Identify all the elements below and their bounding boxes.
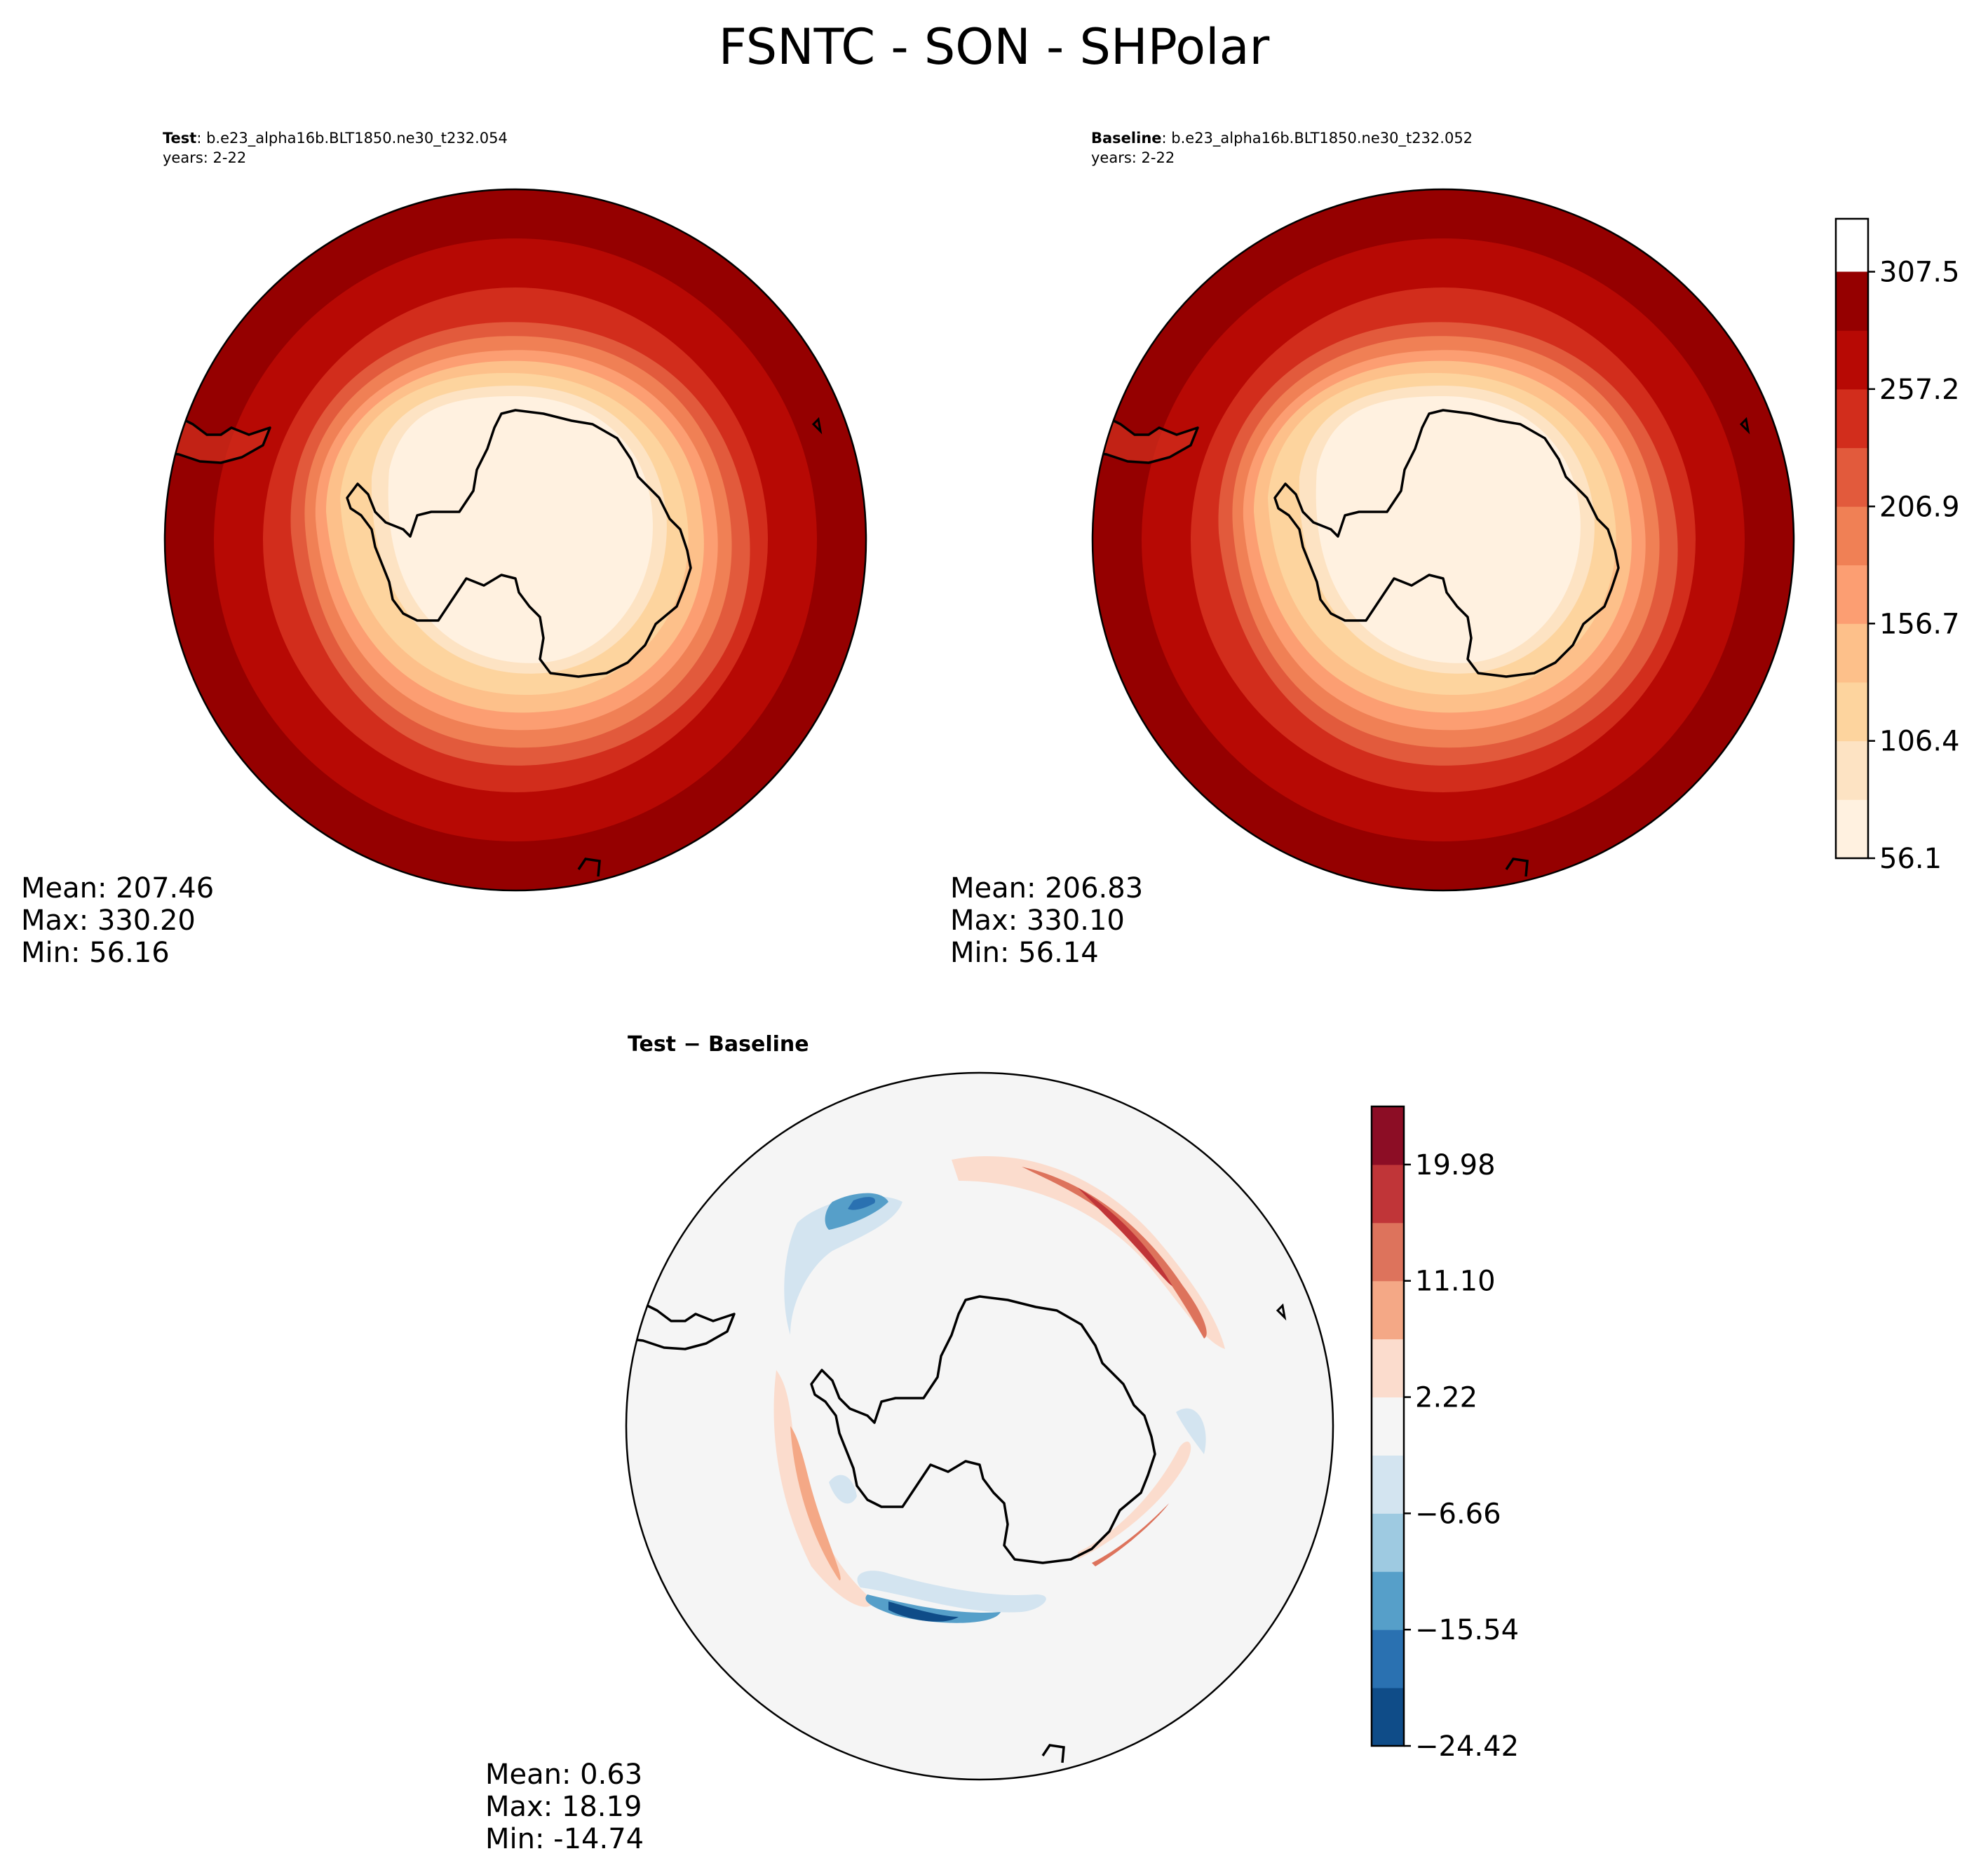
colorbar-segment [1836,506,1868,566]
colorbar-segment [1836,447,1868,507]
colorbar-segment [1372,1339,1404,1398]
test-min: Min: 56.16 [21,937,170,969]
colorbar-tick-label: −15.54 [1415,1614,1519,1646]
baseline-stats: Mean: 206.83 Max: 330.10 Min: 56.14 [950,872,1143,969]
colorbar-frame [1834,217,1869,860]
colorbar-tick-label: −6.66 [1415,1498,1501,1530]
colorbar-tick-label: 56.1 [1879,843,1942,875]
colorbar-segment [1372,1164,1404,1224]
colorbar-segment [1372,1455,1404,1514]
colorbar-tick-label: 2.22 [1415,1382,1478,1414]
test-header: Test: b.e23_alpha16b.BLT1850.ne30_t232.0… [163,128,508,168]
figure-title: FSNTC - SON - SHPolar [718,18,1270,76]
test-stats: Mean: 207.46 Max: 330.20 Min: 56.16 [21,872,214,969]
colorbar-segment [1836,623,1868,683]
baseline-max: Max: 330.10 [950,904,1125,937]
colorbar-segment [1836,271,1868,331]
colorbar-segment [1372,1513,1404,1572]
colorbar-segment [1372,1688,1404,1747]
diff-header: Test − Baseline [628,1032,809,1057]
colorbar-segment [1372,1571,1404,1630]
colorbar-segment [1836,388,1868,449]
test-years: years: 2-22 [163,149,247,166]
colorbar-segment [1836,330,1868,390]
baseline-header: Baseline: b.e23_alpha16b.BLT1850.ne30_t2… [1091,128,1473,168]
diff-min: Min: -14.74 [485,1823,644,1855]
colorbar-tick-label: 257.2 [1879,374,1960,406]
colorbar-segment [1372,1397,1404,1456]
baseline-min: Min: 56.14 [950,937,1099,969]
colorbar-diff: −24.42 −15.54 −6.66 2.22 11.10 19.98 [1370,1105,1519,1763]
colorbar-segment [1836,740,1868,800]
colorbar-segment [1372,1280,1404,1340]
colorbar-tick-label: 106.4 [1879,726,1960,758]
colorbar-frame [1370,1105,1405,1747]
diff-mean: Mean: 0.63 [485,1759,643,1791]
colorbar-segment [1836,682,1868,742]
test-case-name: : b.e23_alpha16b.BLT1850.ne30_t232.054 [196,130,508,147]
baseline-years: years: 2-22 [1091,149,1175,166]
test-mean: Mean: 207.46 [21,872,215,904]
colorbar-segment [1836,799,1868,859]
test-label: Test [163,130,197,147]
colorbar-tick-label: 19.98 [1415,1149,1496,1181]
colorbar-segment [1836,564,1868,624]
baseline-map [1091,188,1795,892]
baseline-mean: Mean: 206.83 [950,872,1144,904]
colorbar-tick-label: 156.7 [1879,608,1960,640]
colorbar-segment [1372,1106,1404,1165]
diff-stats: Mean: 0.63 Max: 18.19 Min: -14.74 [485,1759,644,1855]
baseline-case-name: : b.e23_alpha16b.BLT1850.ne30_t232.052 [1161,130,1473,147]
test-map [163,188,867,892]
colorbar-tick-label: −24.42 [1415,1730,1519,1763]
colorbar-tick-label: 206.9 [1879,491,1960,523]
colorbar-segment [1372,1222,1404,1282]
colorbar-tick-label: 11.10 [1415,1266,1496,1298]
diff-map [625,1071,1334,1781]
baseline-label: Baseline [1091,130,1162,147]
colorbar-tick-label: 307.5 [1879,257,1960,289]
test-max: Max: 330.20 [21,904,196,937]
colorbar-top: 56.1 106.4 156.7 206.9 257.2 307.5 [1834,217,1960,875]
colorbar-segment [1372,1630,1404,1688]
diff-max: Max: 18.19 [485,1791,642,1823]
